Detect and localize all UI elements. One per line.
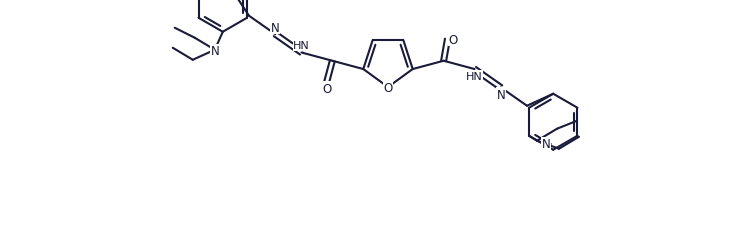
Text: O: O [449, 33, 458, 46]
Text: N: N [542, 138, 550, 151]
Text: N: N [211, 45, 219, 58]
Text: HN: HN [293, 41, 310, 51]
Text: O: O [383, 82, 393, 95]
Text: N: N [496, 88, 505, 101]
Text: O: O [322, 82, 331, 95]
Text: HN: HN [466, 72, 483, 82]
Text: N: N [271, 22, 280, 35]
